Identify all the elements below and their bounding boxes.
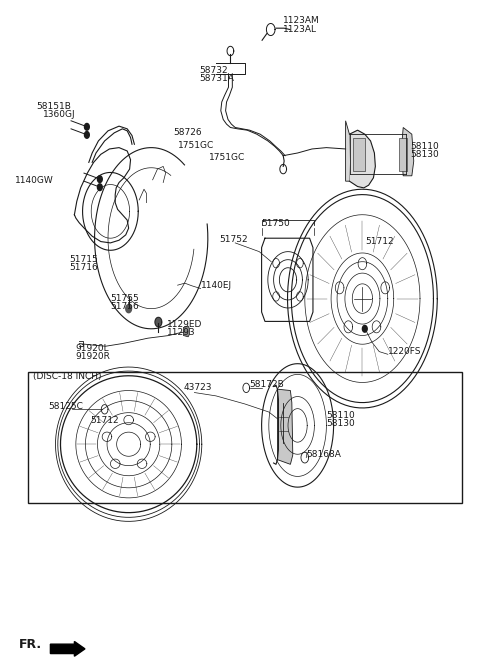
- Text: 58151B: 58151B: [36, 103, 71, 111]
- Text: 91920L: 91920L: [76, 344, 109, 353]
- Text: 58130: 58130: [326, 419, 355, 428]
- Bar: [28, 372, 462, 503]
- Polygon shape: [84, 123, 89, 130]
- Polygon shape: [346, 121, 350, 181]
- Polygon shape: [362, 325, 367, 332]
- Polygon shape: [155, 317, 162, 327]
- Polygon shape: [401, 127, 414, 176]
- Text: 1751GC: 1751GC: [209, 154, 245, 162]
- Text: 43723: 43723: [183, 383, 212, 392]
- Text: 58110: 58110: [326, 411, 355, 420]
- Text: 1140GW: 1140GW: [15, 176, 54, 185]
- Text: 51715: 51715: [70, 255, 98, 264]
- Text: 58731A: 58731A: [199, 74, 234, 83]
- Text: 51756: 51756: [110, 303, 139, 311]
- Polygon shape: [183, 326, 190, 337]
- Text: 1123AL: 1123AL: [283, 25, 317, 34]
- Text: 51712: 51712: [90, 417, 119, 425]
- Text: 1751GC: 1751GC: [178, 141, 214, 150]
- Text: 1140EJ: 1140EJ: [201, 281, 232, 290]
- Text: 58726: 58726: [173, 128, 202, 137]
- Polygon shape: [349, 130, 375, 188]
- Text: 51750: 51750: [262, 219, 290, 228]
- Text: 58172B: 58172B: [250, 380, 284, 389]
- Polygon shape: [84, 132, 89, 138]
- Text: 1123AM: 1123AM: [283, 17, 320, 25]
- Text: 58110: 58110: [410, 142, 439, 151]
- Text: FR.: FR.: [19, 638, 42, 651]
- Text: 58168A: 58168A: [306, 450, 341, 459]
- Polygon shape: [353, 138, 365, 171]
- Text: 51712: 51712: [366, 237, 395, 246]
- Text: 1129ED: 1129ED: [167, 320, 203, 329]
- Polygon shape: [277, 389, 293, 464]
- Text: 51755: 51755: [110, 295, 139, 303]
- Text: 11293: 11293: [167, 328, 196, 337]
- Text: 51752: 51752: [219, 236, 248, 244]
- Text: (DISC-18 INCH): (DISC-18 INCH): [33, 372, 101, 381]
- Text: 1220FS: 1220FS: [388, 347, 421, 356]
- Polygon shape: [97, 184, 102, 191]
- Text: 51716: 51716: [70, 263, 98, 272]
- Text: 91920R: 91920R: [76, 352, 111, 361]
- Text: 1360GJ: 1360GJ: [43, 111, 76, 119]
- Polygon shape: [126, 305, 132, 313]
- FancyArrow shape: [50, 641, 85, 656]
- Polygon shape: [399, 138, 407, 171]
- Text: 58125C: 58125C: [48, 402, 83, 411]
- Text: 58732: 58732: [199, 66, 228, 75]
- Polygon shape: [97, 176, 102, 183]
- Text: 58130: 58130: [410, 150, 439, 159]
